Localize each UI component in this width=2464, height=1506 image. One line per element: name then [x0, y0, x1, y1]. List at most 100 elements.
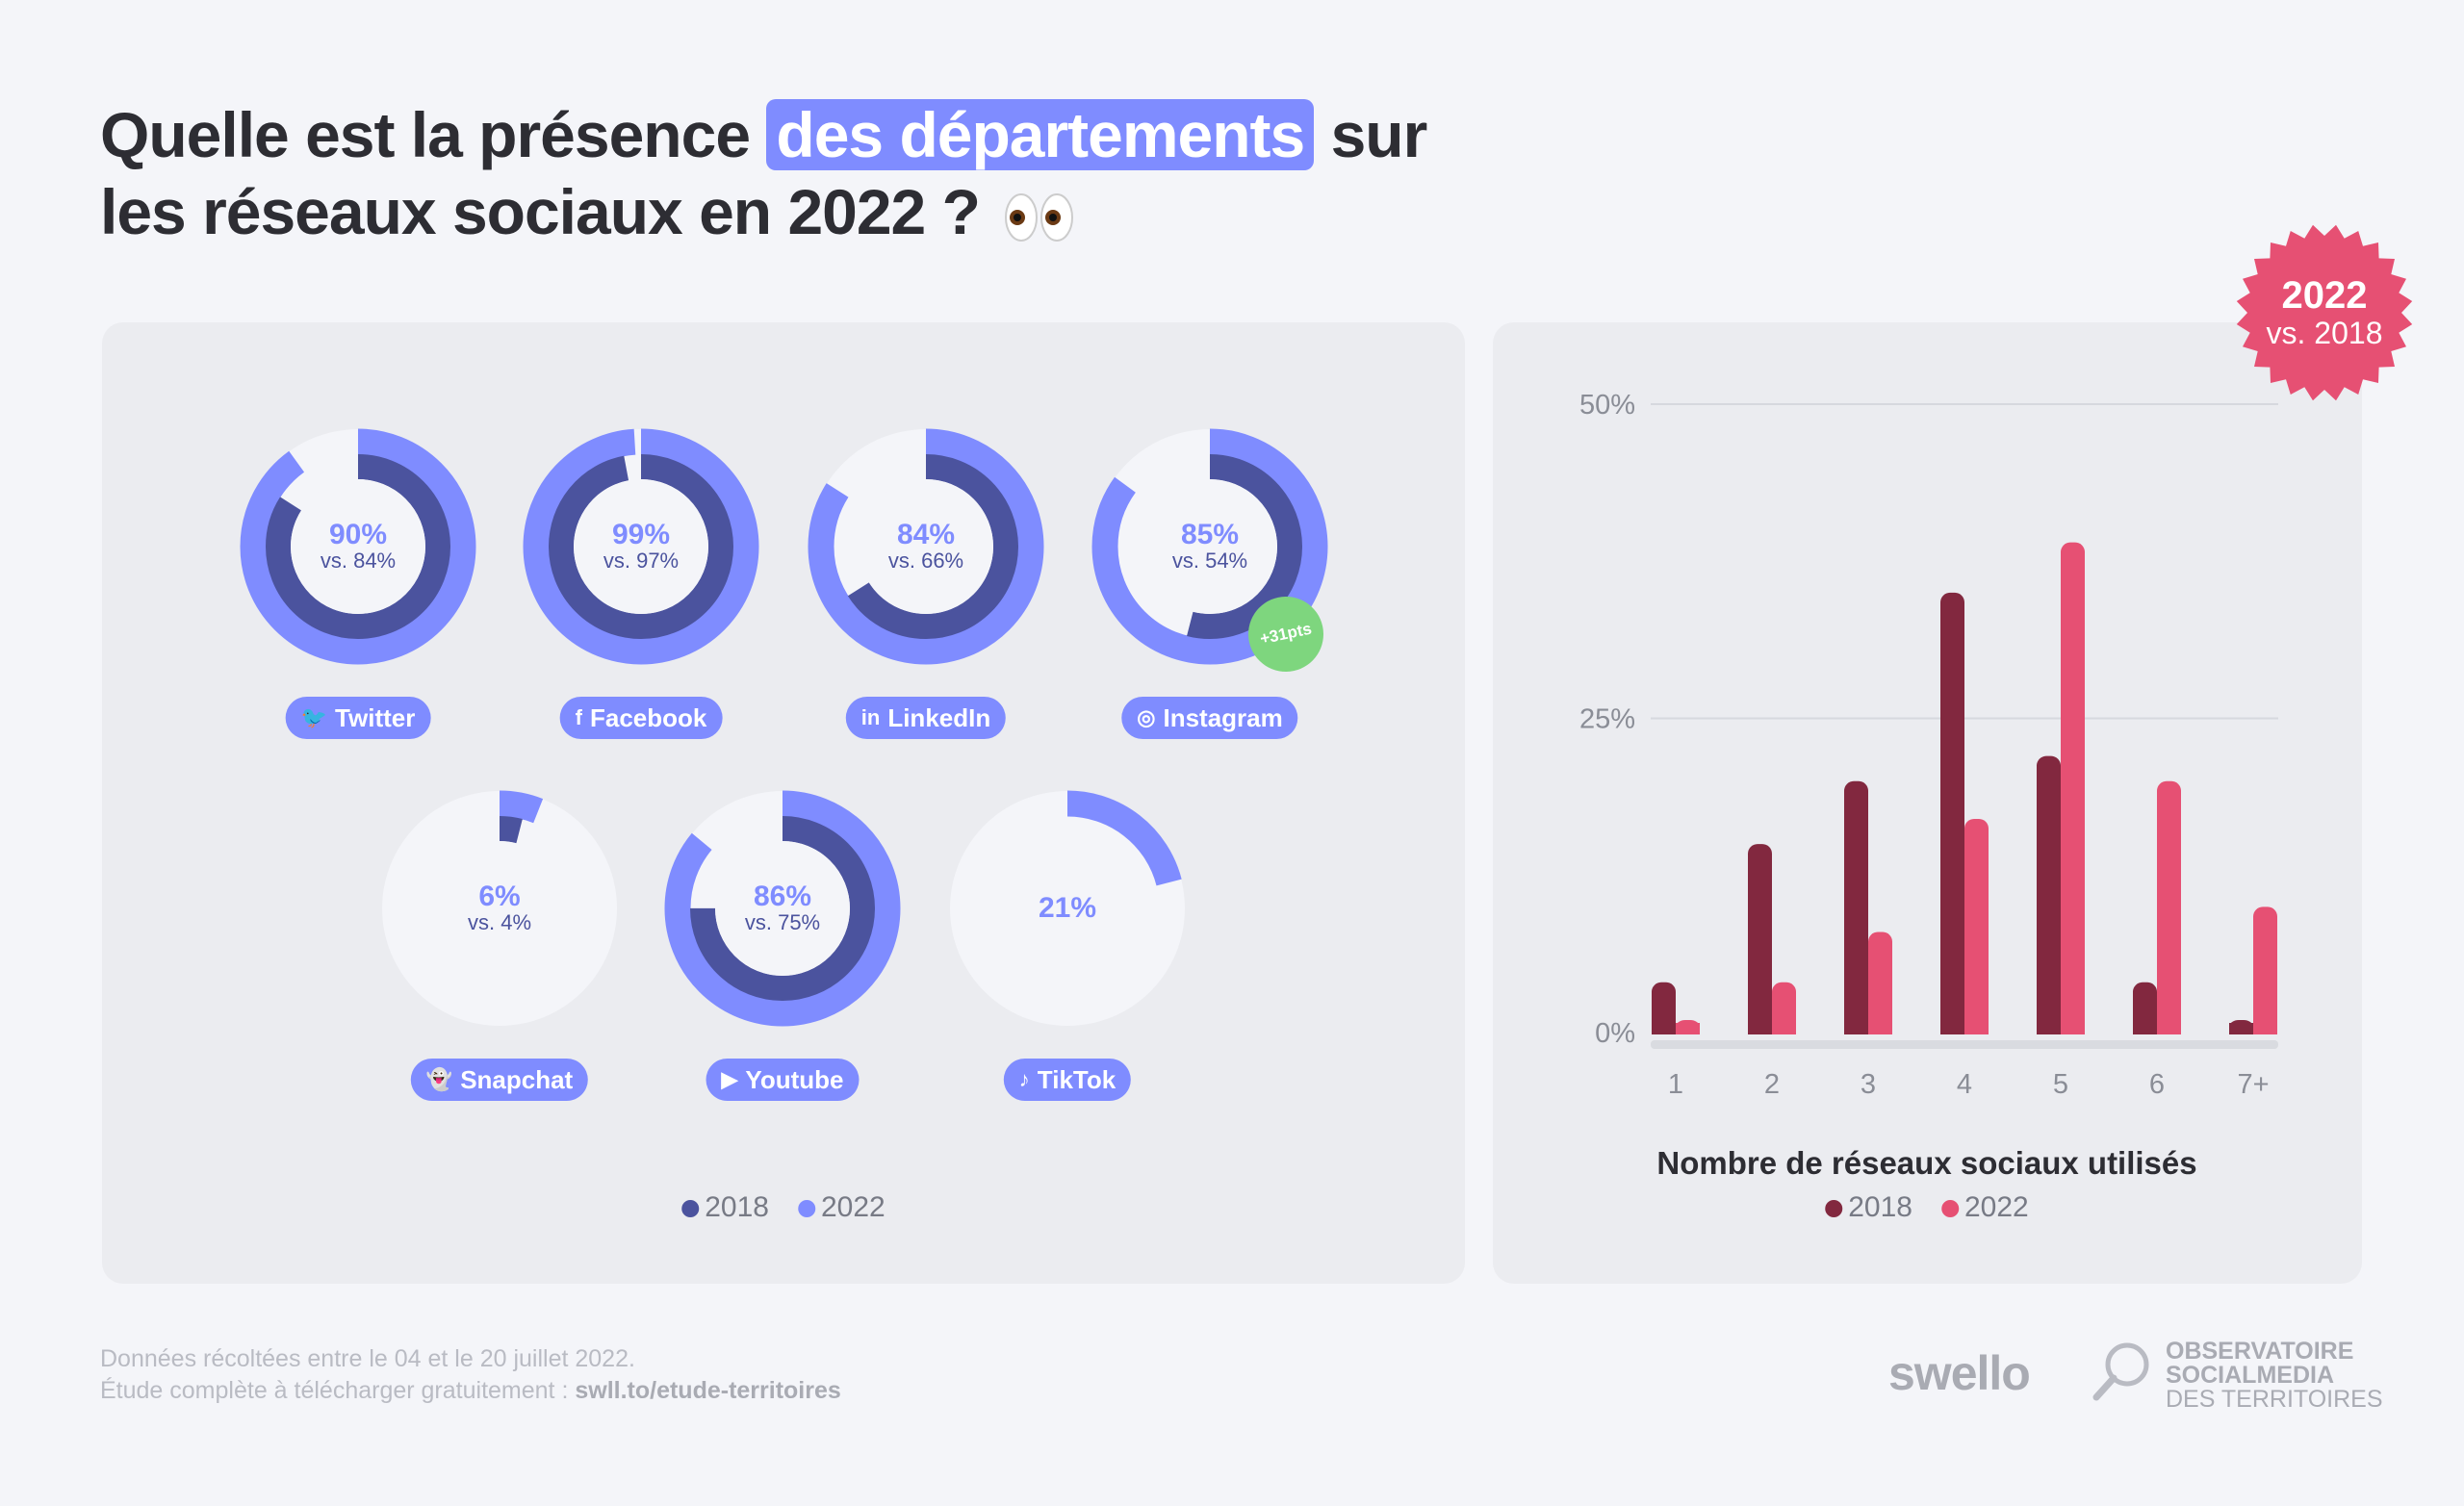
footer-dates: Données récoltées entre le 04 et le 20 j… — [100, 1345, 635, 1372]
y-tick-label: 25% — [1579, 704, 1635, 735]
x-tick-label: 5 — [2053, 1069, 2068, 1100]
pct-2022: 90% — [328, 519, 388, 550]
bar-base — [2037, 1023, 2061, 1034]
donut-linkedin: 84% vs. 66% — [806, 426, 1046, 667]
pct-2018: vs. 54% — [1171, 549, 1248, 573]
pct-2018: vs. 75% — [744, 910, 821, 934]
pct-2018: vs. 4% — [467, 910, 532, 934]
donut-youtube: 86% vs. 75% — [662, 788, 903, 1029]
network-name: Twitter — [335, 702, 416, 732]
instagram-icon: ◎ — [1137, 705, 1156, 729]
bar-base — [2157, 1023, 2181, 1034]
label-tiktok: ♪ TikTok — [1003, 1059, 1132, 1101]
x-tick-label: 7+ — [2237, 1069, 2269, 1100]
twitter-icon: 🐦 — [300, 705, 328, 729]
bar-base — [2253, 1023, 2277, 1034]
snapchat-icon: 👻 — [425, 1067, 453, 1091]
network-name: Snapchat — [460, 1064, 574, 1094]
bar-2018-5 — [2037, 755, 2061, 1034]
bar-base — [1844, 1023, 1868, 1034]
label-snapchat: 👻 Snapchat — [410, 1059, 589, 1101]
pct-2018: vs. 97% — [603, 549, 680, 573]
label-facebook: f Facebook — [559, 697, 723, 739]
bar-2018-3 — [1844, 780, 1868, 1034]
bar-base — [1748, 1023, 1772, 1034]
bar-2022-6 — [2157, 780, 2181, 1034]
pct-2018: vs. 66% — [887, 549, 964, 573]
bar-base — [1868, 1023, 1892, 1034]
title-text: Quelle est la présence — [100, 99, 767, 170]
network-name: Facebook — [589, 702, 707, 732]
bar-base — [1964, 1023, 1989, 1034]
facebook-icon: f — [575, 705, 582, 729]
footer-link[interactable]: swll.to/etude-territoires — [575, 1377, 841, 1404]
donut-facebook: 99% vs. 97% — [521, 426, 761, 667]
y-tick-label: 0% — [1595, 1018, 1635, 1049]
bar-2018-4 — [1940, 592, 1964, 1034]
observatoire-logo: OBSERVATOIRE SOCIALMEDIA DES TERRITOIRES — [2166, 1338, 2383, 1413]
page-title: Quelle est la présence des départements … — [100, 96, 1428, 250]
bar-2022-5 — [2061, 542, 2085, 1034]
legend-2022: 2022 — [1941, 1191, 2029, 1224]
swello-logo: swello — [1888, 1346, 2031, 1400]
x-tick-label: 6 — [2149, 1069, 2165, 1100]
label-instagram: ◎ Instagram — [1121, 697, 1298, 739]
bar-base — [2133, 1023, 2157, 1034]
legend-2022: 2022 — [798, 1191, 886, 1224]
label-youtube: ▶ Youtube — [706, 1059, 860, 1101]
youtube-icon: ▶ — [721, 1067, 738, 1091]
title-text: les réseaux sociaux en 2022 ? — [100, 176, 981, 247]
network-name: Instagram — [1163, 702, 1283, 732]
eyes-emoji-icon — [1005, 192, 1074, 242]
bar-base — [2229, 1023, 2253, 1034]
bar-2022-2 — [1772, 982, 1796, 1034]
pct-2022: 99% — [611, 519, 671, 550]
donut-twitter: 90% vs. 84% — [238, 426, 478, 667]
pct-2022: 84% — [896, 519, 956, 550]
bar-2022-7+ — [2253, 906, 2277, 1034]
bar-base — [1940, 1023, 1964, 1034]
pct-2022: 85% — [1180, 519, 1240, 550]
network-name: LinkedIn — [887, 702, 991, 732]
title-highlight: des départements — [766, 99, 1315, 170]
bar-chart: 0% 25% 50% 1 2 3 4 5 6 7+ Nombre de réseaux sociau… — [1579, 390, 2278, 1181]
stamp-year: 2022 — [2282, 274, 2368, 317]
x-axis — [1651, 1040, 2278, 1049]
linkedin-icon: in — [860, 705, 881, 729]
network-name: Youtube — [745, 1064, 844, 1094]
bar-base — [1772, 1023, 1796, 1034]
label-linkedin: in LinkedIn — [845, 697, 1007, 739]
pct-2022: 6% — [478, 881, 521, 912]
legend-2018: 2018 — [681, 1191, 769, 1224]
bar-2018-2 — [1748, 844, 1772, 1034]
x-tick-label: 3 — [1861, 1069, 1876, 1100]
bar-2022-4 — [1964, 818, 1989, 1034]
donut-tiktok: 21% — [947, 788, 1188, 1029]
bar-2022-3 — [1868, 932, 1892, 1034]
title-text: sur — [1314, 99, 1428, 170]
tiktok-icon: ♪ — [1018, 1067, 1030, 1091]
magnifier-logo-icon — [2092, 1342, 2149, 1401]
donut-snapchat: 6% vs. 4% — [379, 788, 620, 1029]
chart-title: Nombre de réseaux sociaux utilisés — [1656, 1145, 2196, 1181]
bar-chart-panel — [1493, 322, 2362, 1284]
stamp-vs: vs. 2018 — [2267, 316, 2383, 350]
footer: Données récoltées entre le 04 et le 20 j… — [100, 1343, 841, 1407]
x-tick-label: 2 — [1764, 1069, 1780, 1100]
bar-base — [2061, 1023, 2085, 1034]
x-tick-label: 1 — [1668, 1069, 1683, 1100]
label-twitter: 🐦 Twitter — [285, 697, 431, 739]
bar-legend: 2018 2022 — [1825, 1191, 2029, 1224]
footer-text: Étude complète à télécharger gratuitemen… — [100, 1377, 576, 1404]
legend-2018: 2018 — [1825, 1191, 1912, 1224]
pct-2018: vs. 84% — [320, 549, 397, 573]
bar-2018-6 — [2133, 982, 2157, 1034]
bar-2018-1 — [1652, 982, 1676, 1034]
bar-base — [1676, 1023, 1700, 1034]
network-name: TikTok — [1037, 1064, 1116, 1094]
pct-2022: 21% — [1038, 892, 1097, 924]
pct-2022: 86% — [753, 881, 812, 912]
y-tick-label: 50% — [1579, 390, 1635, 421]
donut-legend: 2018 2022 — [681, 1191, 886, 1224]
x-tick-label: 4 — [1957, 1069, 1972, 1100]
